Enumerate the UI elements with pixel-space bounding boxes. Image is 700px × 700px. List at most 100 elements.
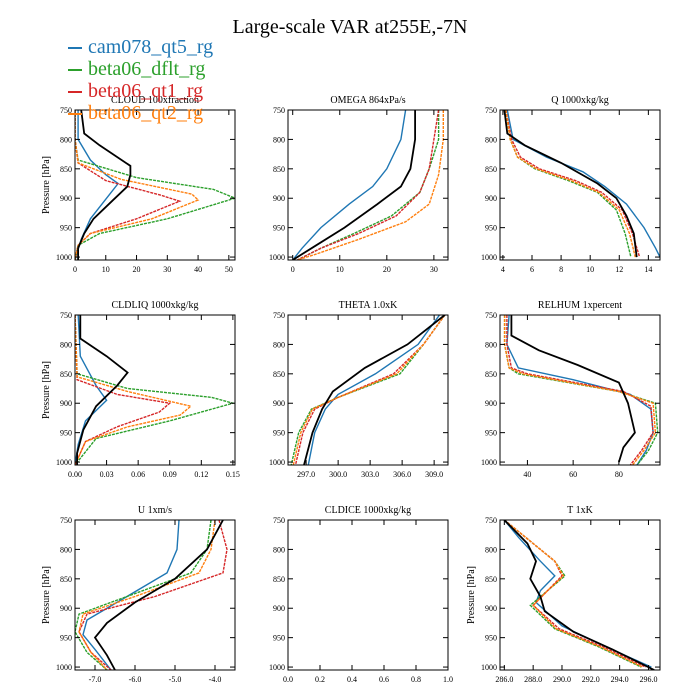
x-tick-label: 300.0 [329, 470, 347, 479]
y-tick-label: 900 [60, 604, 72, 613]
series-line [307, 315, 441, 465]
x-tick-label: 0.2 [315, 675, 325, 684]
legend-label: beta06_dflt_rg [88, 58, 206, 80]
x-tick-label: 10 [336, 265, 344, 274]
x-tick-label: 4 [501, 265, 505, 274]
y-tick-label: 800 [485, 545, 497, 554]
y-tick-label: 900 [60, 194, 72, 203]
series-line [82, 520, 180, 670]
y-tick-label: 800 [273, 135, 285, 144]
x-tick-label: 14 [644, 265, 652, 274]
series-line [292, 315, 446, 465]
y-tick-label: 750 [485, 106, 497, 115]
x-tick-label: 286.0 [495, 675, 513, 684]
series-line [78, 520, 228, 670]
x-tick-label: 288.0 [524, 675, 542, 684]
y-axis-label: Pressure [hPa] [41, 361, 52, 419]
plot-frame [287, 314, 449, 466]
x-tick-label: 292.0 [582, 675, 600, 684]
x-tick-label: 303.0 [361, 470, 379, 479]
y-tick-label: 1000 [269, 253, 285, 262]
panel-title: OMEGA 864xPa/s [330, 95, 405, 106]
y-tick-label: 1000 [56, 458, 72, 467]
y-tick-label: 1000 [56, 663, 72, 672]
plot-frame [74, 109, 236, 261]
series-line [503, 520, 644, 668]
series-line [290, 315, 446, 465]
y-tick-label: 850 [60, 575, 72, 584]
y-tick-label: 800 [60, 135, 72, 144]
x-tick-label: 20 [383, 265, 391, 274]
series-line [75, 110, 120, 260]
x-tick-label: 30 [430, 265, 438, 274]
x-tick-label: 60 [569, 470, 577, 479]
y-tick-label: 900 [273, 399, 285, 408]
x-tick-label: 0.06 [131, 470, 145, 479]
panel-title: T 1xK [567, 505, 593, 516]
x-tick-label: 30 [163, 265, 171, 274]
y-tick-label: 850 [273, 575, 285, 584]
panel-title: THETA 1.0xK [339, 300, 398, 311]
x-tick-label: -5.0 [169, 675, 182, 684]
x-tick-label: 6 [530, 265, 534, 274]
y-tick-label: 1000 [269, 663, 285, 672]
y-tick-label: 850 [485, 575, 497, 584]
x-tick-label: 20 [133, 265, 141, 274]
series-line [505, 110, 632, 258]
y-tick-label: 1000 [481, 253, 497, 262]
plot-frame [499, 109, 661, 261]
y-tick-label: 950 [273, 429, 285, 438]
y-tick-label: 950 [485, 429, 497, 438]
x-tick-label: 0.6 [379, 675, 389, 684]
y-tick-label: 850 [273, 165, 285, 174]
y-tick-label: 950 [60, 429, 72, 438]
x-tick-label: 0 [73, 265, 77, 274]
panel: THETA 1.0xK 750 800 850 900 950 1000 297.0 300.0… [269, 300, 449, 479]
y-tick-label: 800 [485, 135, 497, 144]
x-tick-label: 10 [102, 265, 110, 274]
y-tick-label: 850 [60, 165, 72, 174]
y-tick-label: 950 [60, 634, 72, 643]
y-tick-label: 1000 [481, 663, 497, 672]
y-tick-label: 950 [60, 224, 72, 233]
x-tick-label: 0.00 [68, 470, 82, 479]
x-tick-label: 0.0 [283, 675, 293, 684]
series-line [297, 110, 440, 260]
x-tick-label: 0.8 [411, 675, 421, 684]
x-tick-label: 0.12 [194, 470, 208, 479]
x-tick-label: 0.09 [163, 470, 177, 479]
legend-label: beta06_qt2_rg [88, 102, 204, 124]
x-tick-label: 306.0 [393, 470, 411, 479]
series-line [75, 315, 108, 465]
series-line-reference [303, 315, 446, 465]
y-tick-label: 800 [60, 545, 72, 554]
plot-frame [74, 314, 236, 466]
series-line [297, 110, 440, 260]
x-tick-label: -7.0 [89, 675, 102, 684]
panel: T 1xK 750 800 850 900 950 1000 286.0 288.0 290.0 2… [466, 505, 661, 684]
y-tick-label: 1000 [56, 253, 72, 262]
series-line [503, 315, 659, 465]
panel: CLDLIQ 1000xkg/kg 750 800 850 900 950 1000 0.00… [41, 300, 240, 479]
series-line [292, 110, 407, 260]
series-line-reference [292, 110, 417, 260]
y-tick-label: 900 [485, 604, 497, 613]
panel: U 1xm/s 750 800 850 900 950 1000 -7.0 -6.0 -5.0 -4… [41, 505, 236, 684]
x-tick-label: 296.0 [639, 675, 657, 684]
y-tick-label: 750 [60, 311, 72, 320]
y-tick-label: 900 [485, 399, 497, 408]
x-tick-label: -4.0 [209, 675, 222, 684]
series-line [75, 520, 212, 670]
legend-swatch [68, 113, 82, 115]
x-tick-label: 40 [194, 265, 202, 274]
y-tick-label: 1000 [269, 458, 285, 467]
y-tick-label: 800 [273, 545, 285, 554]
y-tick-label: 850 [60, 370, 72, 379]
x-tick-label: 290.0 [553, 675, 571, 684]
x-tick-label: 297.0 [297, 470, 315, 479]
series-line [78, 520, 216, 670]
x-tick-label: 50 [225, 265, 233, 274]
legend-label: beta06_qt1_rg [88, 80, 204, 102]
